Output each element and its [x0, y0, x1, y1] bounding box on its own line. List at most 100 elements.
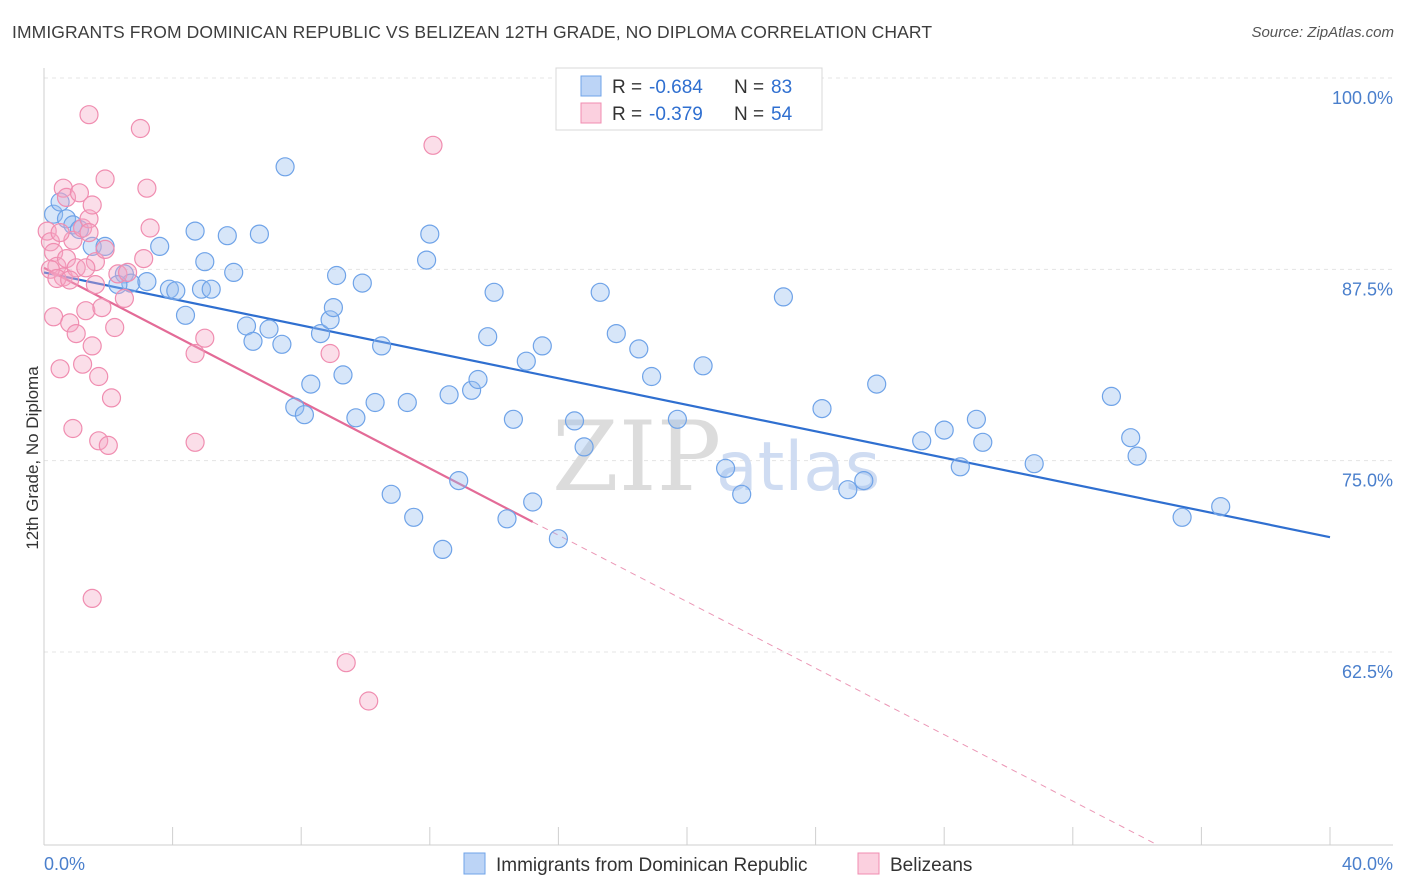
belizean-point-15 — [66, 324, 86, 344]
dominican-point-23 — [272, 334, 292, 354]
belizean-point-32 — [98, 435, 118, 455]
dominican-point-43 — [449, 471, 469, 491]
series-belizean-points — [37, 105, 443, 711]
source-note: Source: ZipAtlas.com — [1251, 24, 1394, 41]
dominican-point-80 — [323, 298, 343, 318]
dominican-point-21 — [249, 224, 269, 244]
legend-r-value-1: -0.684 — [649, 77, 703, 98]
belizean-point-45 — [320, 343, 340, 364]
trend-line-dominican — [43, 271, 1331, 539]
belizean-point-13 — [66, 258, 86, 278]
dominican-point-17 — [217, 226, 237, 246]
dominican-point-14 — [185, 221, 205, 241]
dominican-point-56 — [606, 324, 626, 344]
bottom-legend-label-belizean: Belizeans — [890, 855, 972, 876]
dominican-point-40 — [420, 224, 440, 244]
dominican-point-54 — [574, 437, 594, 457]
dominican-point-68 — [912, 431, 932, 451]
belizean-point-24 — [82, 588, 102, 609]
dominican-point-63 — [773, 287, 794, 307]
bottom-legend-label-dominican: Immigrants from Dominican Republic — [496, 855, 808, 876]
dominican-point-28 — [310, 324, 331, 344]
dominican-point-62 — [732, 484, 752, 504]
dominican-point-64 — [812, 399, 832, 419]
dominican-point-37 — [397, 392, 417, 413]
dominican-point-71 — [966, 409, 987, 429]
y-tick-label-0: 100.0% — [1332, 88, 1393, 108]
dominican-point-27 — [301, 374, 321, 394]
watermark: ZIP atlas — [552, 401, 880, 513]
axes — [43, 68, 1393, 846]
dominican-point-78 — [1211, 497, 1231, 517]
belizean-point-20 — [79, 223, 99, 243]
dominican-point-35 — [372, 336, 392, 356]
watermark-atlas: atlas — [716, 428, 880, 507]
bottom-legend-swatch-belizean — [857, 852, 880, 875]
y-tick-label-2: 75.0% — [1342, 471, 1393, 491]
dominican-point-15 — [191, 279, 212, 299]
belizean-point-43 — [185, 432, 205, 452]
dominican-point-72 — [973, 432, 993, 452]
legend-r-label-1: R = — [612, 77, 642, 98]
dominican-point-42 — [439, 385, 459, 405]
belizean-point-48 — [423, 135, 443, 155]
dominican-point-38 — [404, 507, 424, 527]
trend-line-belizean-extension — [532, 521, 1158, 846]
belizean-point-37 — [117, 262, 138, 282]
dominican-point-34 — [365, 392, 385, 413]
dominican-point-12 — [166, 281, 186, 301]
belizean-point-18 — [76, 301, 96, 321]
dominican-point-66 — [854, 471, 874, 491]
dominican-point-49 — [503, 409, 524, 429]
dominican-point-53 — [564, 411, 585, 431]
legend-n-value-1: 83 — [771, 77, 792, 98]
bottom-legend-swatch-dominican — [463, 852, 486, 875]
belizean-point-36 — [114, 288, 135, 308]
y-tick-labels: 100.0% 87.5% 75.0% 62.5% — [1332, 88, 1393, 682]
trend-line-belizean — [43, 266, 534, 523]
x-tick-label-1: 40.0% — [1342, 854, 1393, 874]
belizean-point-12 — [63, 418, 83, 439]
belizean-point-4 — [43, 307, 64, 327]
legend-r-label-2: R = — [612, 104, 642, 125]
y-tick-label-1: 87.5% — [1342, 279, 1393, 299]
y-axis-label: 12th Grade, No Diploma — [23, 366, 42, 550]
correlation-legend: R = -0.684 N = 83 R = -0.379 N = 54 — [555, 67, 823, 131]
dominican-point-52 — [548, 529, 569, 549]
dominican-point-70 — [950, 457, 970, 477]
belizean-point-52 — [76, 258, 96, 278]
dominican-point-76 — [1127, 446, 1147, 466]
dominican-point-25 — [285, 397, 305, 417]
dominican-point-51 — [523, 492, 543, 512]
dominican-point-9 — [137, 272, 157, 292]
dominican-point-73 — [1024, 454, 1044, 474]
dominican-point-74 — [1101, 386, 1122, 406]
belizean-point-14 — [69, 183, 90, 203]
belizean-point-40 — [137, 178, 157, 198]
dominican-point-48 — [497, 509, 517, 529]
dominican-point-55 — [590, 282, 610, 302]
dominican-point-29 — [320, 310, 340, 330]
legend-swatch-dominican — [580, 75, 602, 97]
dominican-point-79 — [195, 252, 215, 272]
belizean-point-53 — [50, 223, 70, 243]
dominican-point-59 — [667, 409, 688, 429]
dominican-point-11 — [159, 279, 179, 299]
x-tick-labels: 0.0% 40.0% — [44, 854, 1393, 874]
dominican-point-69 — [934, 420, 954, 440]
legend-r-value-2: -0.379 — [649, 104, 703, 125]
dominican-point-22 — [259, 319, 279, 339]
dominican-point-18 — [224, 262, 244, 282]
belizean-point-5 — [50, 359, 70, 379]
dominican-point-26 — [294, 405, 314, 425]
belizean-point-31 — [95, 169, 115, 189]
belizean-point-46 — [336, 653, 356, 673]
dominican-point-81 — [532, 336, 552, 356]
belizean-point-21 — [82, 336, 102, 356]
dominican-point-77 — [1172, 507, 1192, 527]
belizean-point-47 — [359, 691, 379, 711]
belizean-point-30 — [95, 239, 115, 259]
dominican-point-39 — [417, 250, 437, 270]
dominican-point-45 — [468, 369, 488, 390]
